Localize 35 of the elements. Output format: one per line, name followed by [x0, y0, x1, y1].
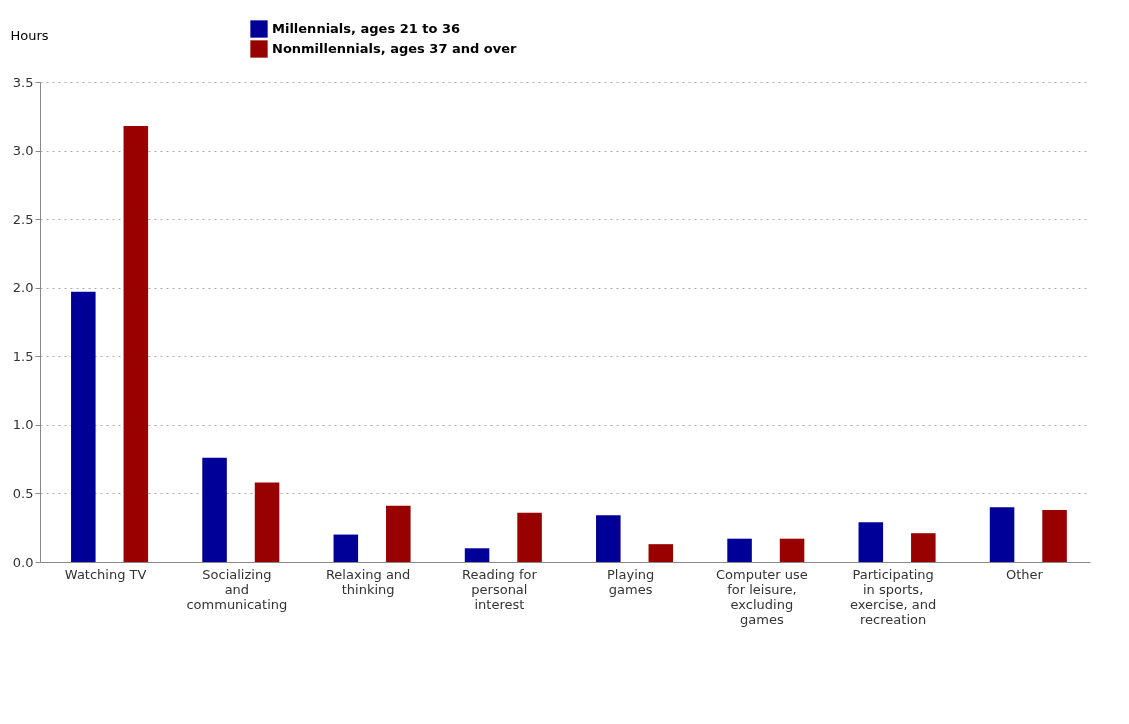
bar: [989, 507, 1015, 562]
bar: [71, 291, 96, 562]
bar: [333, 534, 359, 562]
y-tick-label: 0.0: [12, 554, 34, 570]
bar: [779, 538, 805, 562]
x-tick-label: Socializing and communicating: [186, 566, 288, 612]
bar: [1042, 509, 1067, 562]
x-tick-label: Computer use for leisure, excluding games: [715, 566, 808, 627]
y-tick-label: 2.0: [12, 280, 34, 296]
y-tick-label: 2.5: [12, 211, 34, 227]
bar: [517, 512, 542, 562]
y-tick-label: 0.5: [12, 485, 34, 501]
bar: [648, 544, 674, 562]
bar: [123, 125, 149, 562]
bar: [464, 548, 490, 562]
bar: [858, 522, 884, 562]
bar: [386, 505, 411, 562]
y-axis-title: Hours: [10, 27, 49, 43]
bar: [254, 482, 280, 562]
x-tick-label: Watching TV: [64, 566, 147, 582]
x-tick-label: Reading for personal interest: [461, 566, 538, 612]
x-tick-label: Other: [1005, 566, 1044, 582]
x-tick-label: Participating in sports, exercise, and recreation: [849, 566, 937, 627]
legend-label: Nonmillennials, ages 37 and over: [272, 41, 518, 56]
y-tick-label: 1.5: [12, 348, 34, 364]
bar: [911, 533, 936, 562]
legend-label: Millennials, ages 21 to 36: [272, 21, 461, 36]
y-tick-label: 3.0: [12, 143, 34, 159]
y-tick-label: 1.0: [12, 417, 34, 433]
x-tick-label: Relaxing and thinking: [325, 566, 411, 597]
y-tick-label: 3.5: [12, 74, 34, 90]
x-tick-label: Playing games: [607, 566, 655, 597]
bar: [596, 515, 621, 562]
bar: [202, 457, 227, 562]
bar: [727, 538, 752, 562]
